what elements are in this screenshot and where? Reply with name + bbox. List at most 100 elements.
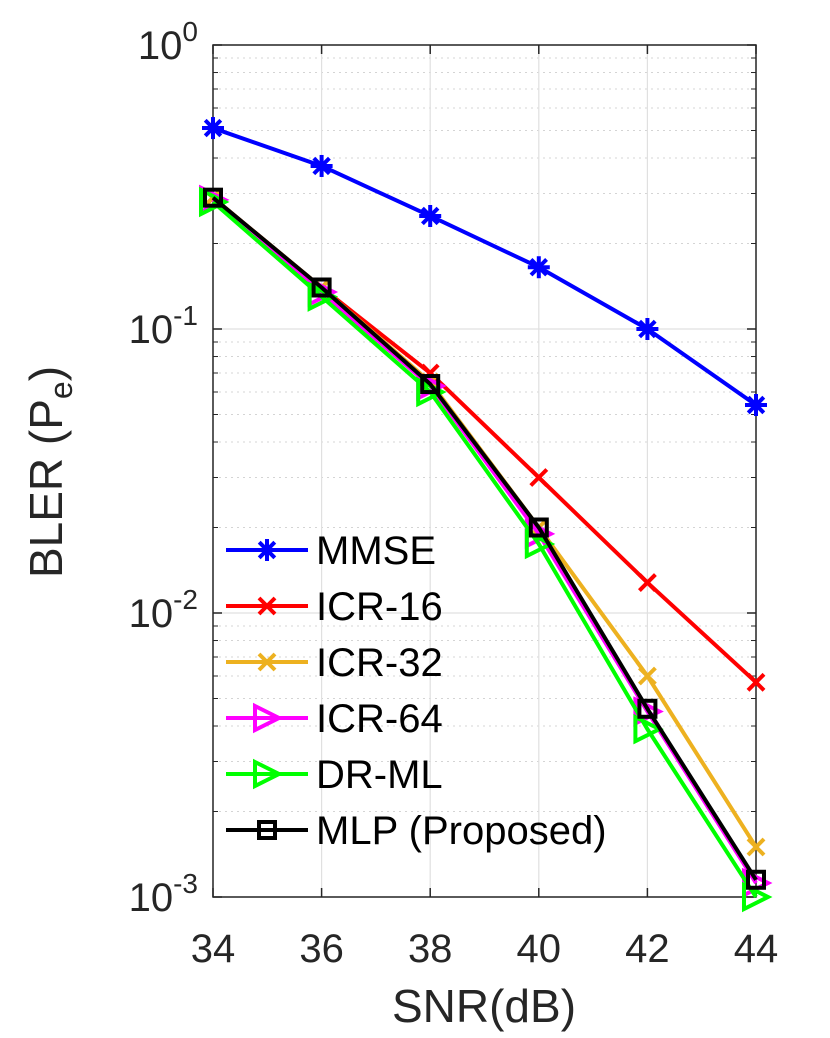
series-dr-ml-point bbox=[199, 186, 230, 218]
series-mlp-proposed-marker bbox=[528, 517, 549, 538]
y-tick-base: 10 bbox=[129, 592, 174, 636]
plot-area-frame bbox=[212, 44, 757, 898]
series-mmse-marker-stroke bbox=[529, 258, 548, 277]
legend-mmse-marker-stroke bbox=[257, 540, 277, 560]
legend-icr-64-marker bbox=[253, 702, 284, 734]
legend-mlp-proposed-marker bbox=[257, 820, 277, 840]
series-icr-64 bbox=[199, 184, 773, 899]
series-mmse bbox=[202, 117, 767, 417]
series-mmse-point bbox=[745, 394, 767, 417]
legend-mmse: MMSE bbox=[226, 529, 436, 573]
series-mlp-proposed-marker bbox=[746, 869, 766, 890]
legend-dr-ml-label: DR-ML bbox=[316, 753, 443, 797]
legend-dr-ml-marker bbox=[253, 758, 284, 790]
series-dr-ml-point bbox=[633, 713, 664, 745]
legend-mmse-label: MMSE bbox=[316, 529, 436, 573]
series-mlp-proposed-point bbox=[311, 277, 332, 298]
series-icr-16-point bbox=[746, 672, 766, 692]
x-axis-label: SNR(dB) bbox=[392, 980, 576, 1032]
y-tick-base: 10 bbox=[138, 24, 183, 68]
legend-icr-16-label: ICR-16 bbox=[316, 585, 443, 629]
y-tick-base: 10 bbox=[129, 876, 174, 920]
series-icr-16-marker-stroke bbox=[746, 672, 766, 692]
series-dr-ml-point bbox=[307, 281, 339, 312]
series-dr-ml-marker bbox=[633, 713, 664, 745]
series-mlp-proposed-marker bbox=[420, 374, 441, 395]
series-layer bbox=[199, 117, 773, 913]
series-icr-64-line bbox=[211, 198, 758, 885]
series-mlp-proposed-marker bbox=[203, 187, 223, 208]
series-dr-ml bbox=[199, 186, 773, 913]
y-tick-label: 100 bbox=[138, 16, 198, 68]
series-mmse-marker-stroke bbox=[312, 156, 331, 176]
series-dr-ml-marker bbox=[307, 281, 339, 312]
series-mmse-point bbox=[636, 318, 659, 340]
series-icr-32-point bbox=[746, 837, 766, 857]
legend: MMSE ICR-16 ICR-32 ICR-64 DR-ML MLP (Proposed… bbox=[226, 529, 607, 853]
series-mmse-marker-stroke bbox=[746, 395, 766, 415]
series-icr-16-point bbox=[529, 468, 549, 487]
series-mlp-proposed-marker bbox=[311, 277, 332, 298]
legend-icr-32: ICR-32 bbox=[226, 641, 443, 685]
y-tick-label: 10-3 bbox=[129, 868, 198, 920]
x-tick-label: 36 bbox=[299, 927, 344, 971]
series-mlp-proposed-point bbox=[528, 517, 549, 538]
y-tick-exponent: -3 bbox=[173, 868, 198, 899]
series-icr-16-marker-stroke bbox=[529, 468, 549, 487]
y-tick-base: 10 bbox=[129, 308, 174, 352]
series-icr-32-marker-stroke bbox=[746, 837, 766, 857]
series-dr-ml-marker bbox=[199, 186, 230, 218]
series-dr-ml-line bbox=[211, 200, 758, 899]
series-dr-ml-marker bbox=[742, 881, 773, 913]
y-tick-label: 10-1 bbox=[129, 300, 198, 352]
series-icr-32-marker-stroke bbox=[637, 666, 657, 686]
series-mlp-proposed-point bbox=[420, 374, 441, 395]
legend-icr-64: ICR-64 bbox=[226, 697, 443, 741]
series-dr-ml-marker bbox=[524, 528, 556, 560]
series-mmse-marker-stroke bbox=[421, 206, 440, 226]
legend-icr-16-marker-stroke bbox=[257, 596, 277, 616]
x-tick-label: 34 bbox=[191, 927, 236, 971]
y-tick-label: 10-2 bbox=[129, 584, 198, 636]
series-icr-16-marker-stroke bbox=[637, 573, 657, 592]
series-mmse-line bbox=[212, 126, 758, 407]
y-axis-label-subscript: e bbox=[43, 381, 79, 399]
series-mmse-marker-stroke bbox=[203, 118, 223, 138]
legend-dr-ml: DR-ML bbox=[226, 753, 443, 797]
series-mlp-proposed-point bbox=[203, 187, 223, 208]
series-dr-ml-point bbox=[742, 881, 773, 913]
series-mmse-point bbox=[202, 117, 224, 140]
series-mlp-proposed bbox=[203, 187, 766, 890]
y-axis-label-main: BLER (P bbox=[20, 399, 72, 578]
legend-icr-32-label: ICR-32 bbox=[316, 641, 443, 685]
x-tick-label: 38 bbox=[408, 927, 453, 971]
series-mlp-proposed-line bbox=[211, 196, 758, 881]
series-dr-ml-point bbox=[524, 528, 556, 560]
x-tick-label: 40 bbox=[517, 927, 562, 971]
series-mmse-point bbox=[419, 204, 442, 227]
x-tick-labels: 34 36 38 40 42 44 bbox=[191, 927, 779, 971]
series-mmse-marker-stroke bbox=[638, 319, 657, 339]
series-icr-32-point bbox=[637, 666, 657, 686]
x-tick-label: 42 bbox=[625, 927, 670, 971]
y-axis-label-close: ) bbox=[20, 366, 72, 381]
legend-icr-64-label: ICR-64 bbox=[316, 697, 443, 741]
series-mlp-proposed-point bbox=[637, 698, 658, 719]
x-tick-label: 44 bbox=[734, 927, 779, 971]
legend-mlp-proposed: MLP (Proposed) bbox=[226, 809, 607, 853]
series-mmse-point bbox=[310, 154, 333, 177]
legend-mlp-proposed-label: MLP (Proposed) bbox=[316, 809, 607, 853]
minor-grid bbox=[213, 57, 756, 813]
y-axis-label: BLER (Pe) bbox=[20, 366, 79, 578]
series-mlp-proposed-marker bbox=[637, 698, 658, 719]
legend-icr-32-marker-stroke bbox=[257, 652, 277, 672]
legend-icr-16: ICR-16 bbox=[226, 585, 443, 629]
series-mlp-proposed-point bbox=[746, 869, 766, 890]
y-tick-exponent: -2 bbox=[173, 584, 198, 615]
axis-ticks bbox=[212, 44, 757, 898]
y-tick-exponent: 0 bbox=[182, 16, 198, 47]
series-icr-32 bbox=[203, 188, 766, 857]
series-icr-16-point bbox=[637, 573, 657, 592]
